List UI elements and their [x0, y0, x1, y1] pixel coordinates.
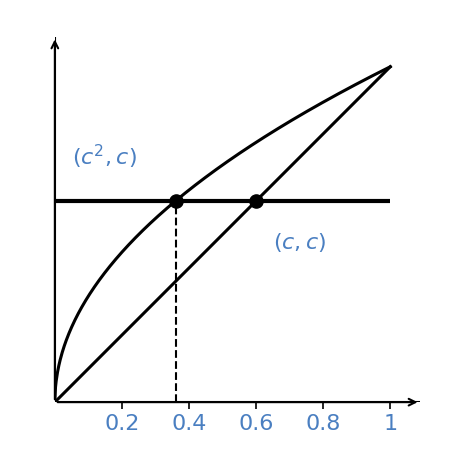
Text: $(c, c)$: $(c, c)$ [273, 231, 326, 254]
Text: $(c^2, c)$: $(c^2, c)$ [72, 143, 136, 171]
Point [252, 197, 260, 205]
Point [172, 197, 179, 205]
